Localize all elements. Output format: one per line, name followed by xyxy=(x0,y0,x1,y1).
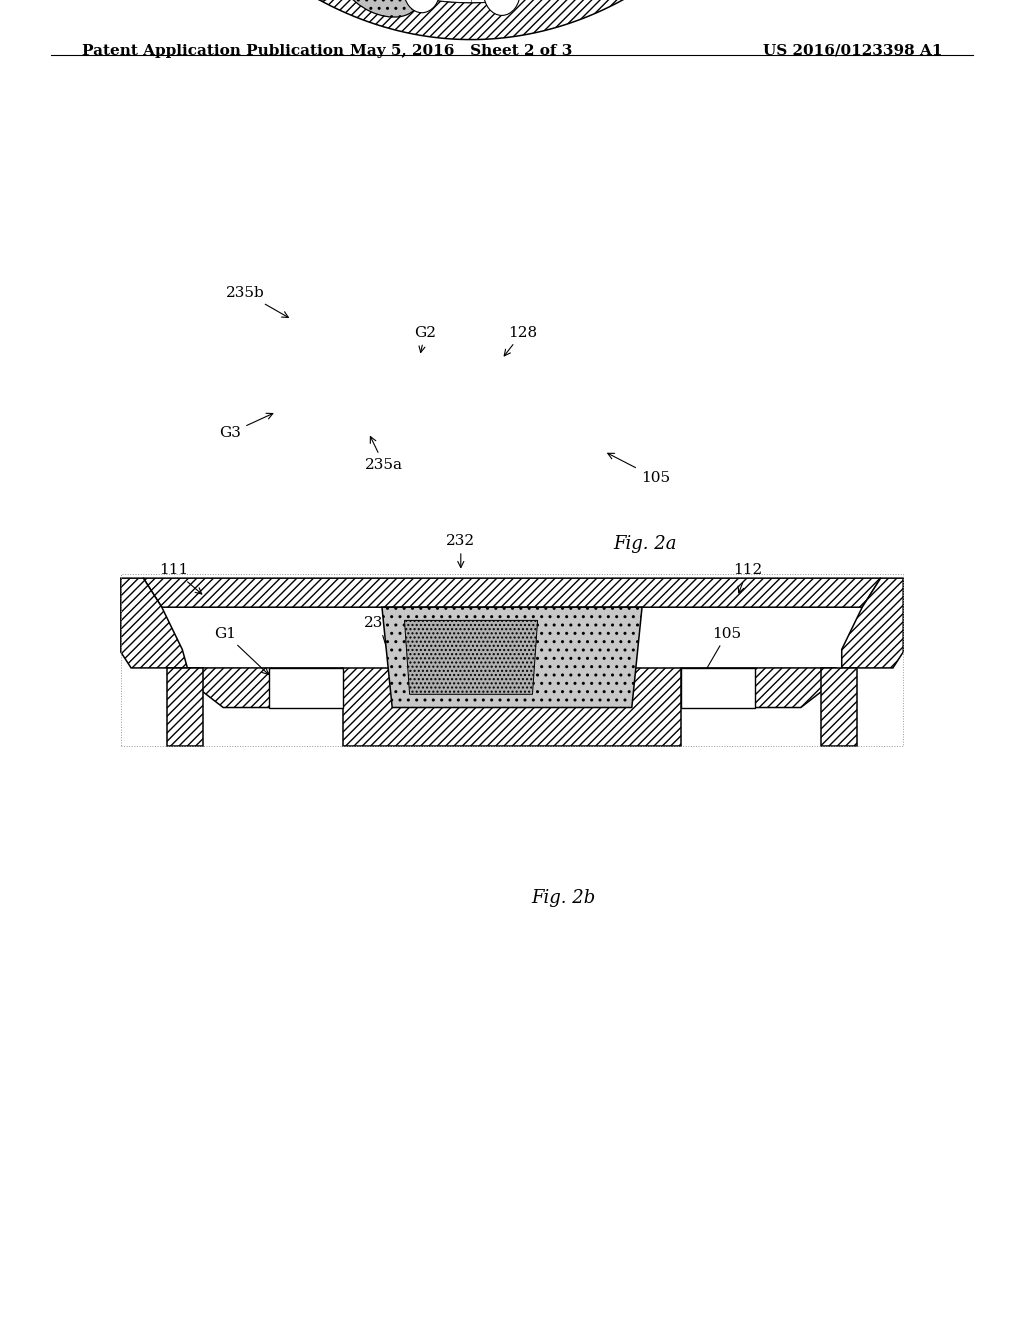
Text: 128: 128 xyxy=(504,326,537,356)
Text: US 2016/0123398 A1: US 2016/0123398 A1 xyxy=(763,44,942,58)
Polygon shape xyxy=(187,668,343,708)
Text: 235a: 235a xyxy=(365,437,403,471)
Polygon shape xyxy=(821,668,857,746)
Bar xyxy=(121,574,903,746)
Polygon shape xyxy=(143,578,881,607)
Text: 231: 231 xyxy=(365,616,399,685)
Text: 112: 112 xyxy=(733,564,762,593)
Text: G3: G3 xyxy=(219,413,272,440)
Polygon shape xyxy=(681,668,837,708)
Text: 232: 232 xyxy=(446,535,475,568)
Text: 111: 111 xyxy=(160,564,202,594)
Circle shape xyxy=(483,0,520,16)
Polygon shape xyxy=(121,578,187,668)
Polygon shape xyxy=(148,0,794,40)
Text: Fig. 2b: Fig. 2b xyxy=(531,888,595,907)
Polygon shape xyxy=(382,607,642,708)
Text: 230: 230 xyxy=(473,638,516,692)
Circle shape xyxy=(403,0,440,13)
Text: 105: 105 xyxy=(698,627,741,682)
Text: Fig. 2a: Fig. 2a xyxy=(613,535,677,553)
Text: Patent Application Publication: Patent Application Publication xyxy=(82,44,344,58)
Text: G2: G2 xyxy=(414,326,436,352)
Text: 235b: 235b xyxy=(226,286,289,317)
Text: May 5, 2016   Sheet 2 of 3: May 5, 2016 Sheet 2 of 3 xyxy=(349,44,572,58)
Polygon shape xyxy=(343,668,681,746)
Polygon shape xyxy=(404,620,538,694)
Ellipse shape xyxy=(337,0,421,17)
Polygon shape xyxy=(681,668,755,708)
Polygon shape xyxy=(167,668,203,746)
Polygon shape xyxy=(269,668,343,708)
Text: 105: 105 xyxy=(607,453,670,484)
Text: G1: G1 xyxy=(214,627,268,675)
Polygon shape xyxy=(842,578,903,668)
Polygon shape xyxy=(172,0,770,3)
